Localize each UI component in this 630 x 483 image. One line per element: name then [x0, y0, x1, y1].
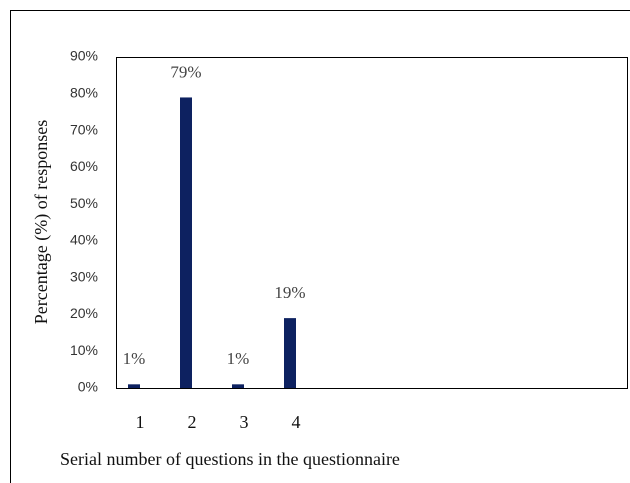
- y-tick-label: 10%: [70, 342, 98, 358]
- y-tick-label: 40%: [70, 232, 98, 248]
- x-tick-label: 4: [292, 412, 301, 432]
- bar: [284, 318, 296, 388]
- plot-frame: [116, 57, 628, 389]
- data-label: 1%: [227, 349, 250, 368]
- data-label: 19%: [274, 283, 305, 302]
- x-tick-label: 1: [136, 412, 145, 432]
- y-tick-label: 90%: [70, 48, 98, 64]
- y-tick-label: 80%: [70, 84, 98, 100]
- y-tick-label: 0%: [78, 379, 98, 395]
- x-tick-label: 3: [240, 412, 249, 432]
- y-tick-label: 70%: [70, 121, 98, 137]
- x-axis-label: Serial number of questions in the questi…: [60, 449, 400, 469]
- y-tick-label: 20%: [70, 305, 98, 321]
- bar: [232, 384, 244, 388]
- y-axis-label: Percentage (%) of responses: [31, 120, 52, 324]
- data-label: 79%: [170, 62, 201, 81]
- y-tick-label: 30%: [70, 268, 98, 284]
- y-tick-label: 60%: [70, 158, 98, 174]
- bar: [128, 384, 140, 388]
- x-tick-label: 2: [188, 412, 197, 432]
- y-tick-label: 50%: [70, 195, 98, 211]
- data-label: 1%: [123, 349, 146, 368]
- bar: [180, 97, 192, 388]
